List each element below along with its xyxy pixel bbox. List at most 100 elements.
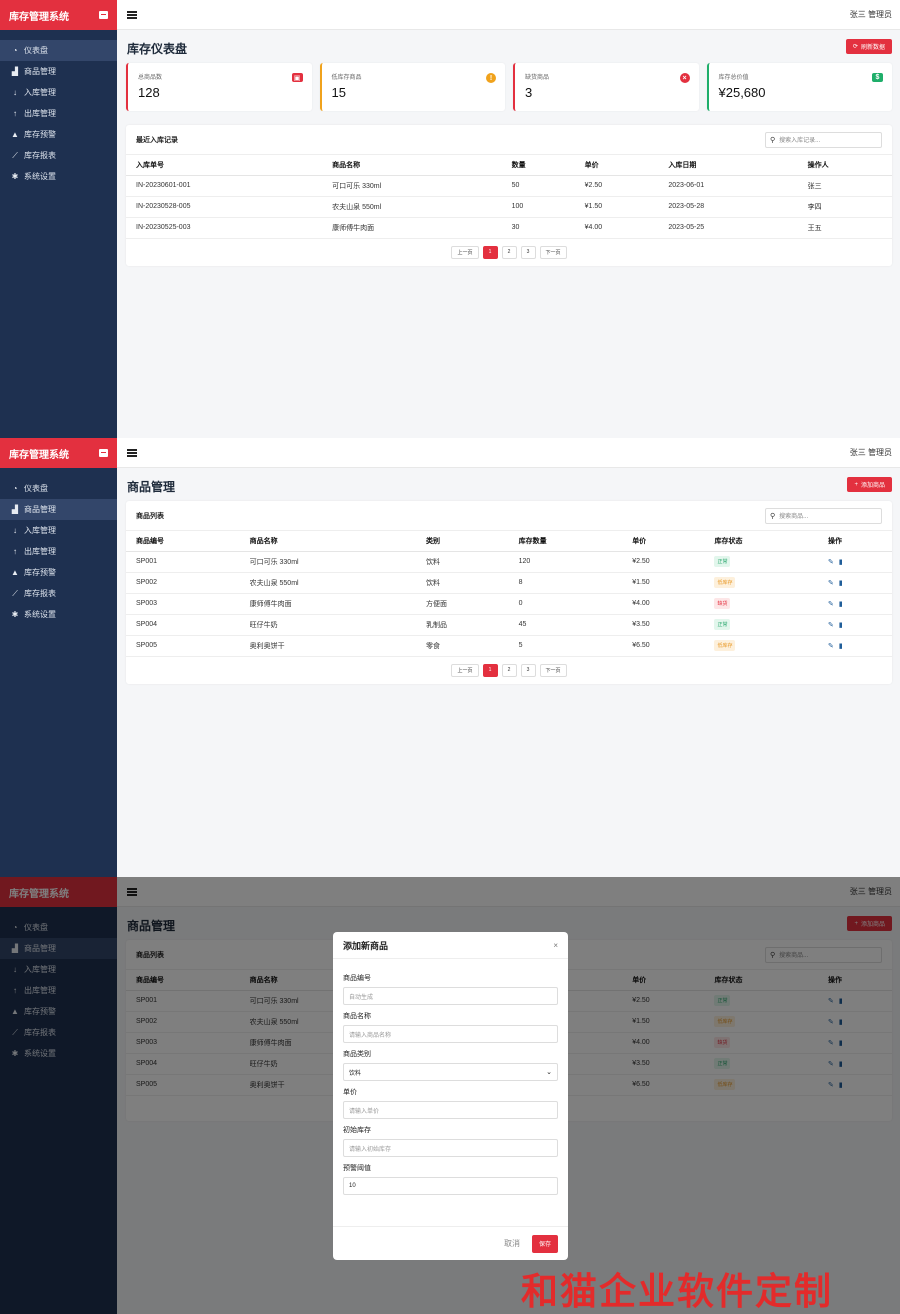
page-button-3[interactable]: 3 xyxy=(520,663,536,677)
edit-icon[interactable]: ✎ xyxy=(828,642,834,650)
brand-title: 库存管理系统 xyxy=(9,449,69,461)
category-select[interactable]: 饮料 ⌄ xyxy=(343,1063,558,1081)
form-input[interactable]: 自动生成 xyxy=(343,987,558,1005)
nav-item-2[interactable]: ↓ 入库管理 xyxy=(0,82,117,103)
window-icon[interactable] xyxy=(99,11,108,19)
refresh-button[interactable]: ⟳ 刷新数据 xyxy=(845,39,892,54)
next-page-button[interactable]: 下一页 xyxy=(539,245,567,259)
nav-item-6[interactable]: ✱ 系统设置 xyxy=(0,166,117,187)
table-row[interactable]: IN-20230525-003 康师傅牛肉面 30 ¥4.00 2023-05-25 王五 xyxy=(126,217,892,239)
dashboard-screen: 库存管理系统 ◔ 仪表盘 ▟ 商品管理 ↓ 入库管理 ↑ 出库管理 ▲ 库存预警 ⟋ 库存报表 ✱ 系统设… xyxy=(0,0,900,438)
user-info[interactable]: 张三 管理员 xyxy=(849,10,892,19)
nav-item-label: 系统设置 xyxy=(24,610,56,619)
edit-icon[interactable]: ✎ xyxy=(828,579,834,587)
user-info[interactable]: 张三 管理员 xyxy=(849,448,892,457)
nav-item-6[interactable]: ✱ 系统设置 xyxy=(0,604,117,625)
modal-title: 添加新商品 xyxy=(343,940,389,951)
menu-toggle-icon[interactable] xyxy=(127,10,137,19)
actions-cell: ✎▮ xyxy=(818,635,892,657)
window-icon[interactable] xyxy=(99,449,108,457)
trash-icon[interactable]: ▮ xyxy=(838,642,843,650)
table-cell: ¥4.00 xyxy=(574,217,659,239)
nav-item-label: 系统设置 xyxy=(24,172,56,181)
nav-item-label: 库存预警 xyxy=(24,568,56,577)
trash-icon[interactable]: ▮ xyxy=(838,621,843,629)
table-cell: ¥1.50 xyxy=(622,572,705,594)
trash-icon[interactable]: ▮ xyxy=(838,579,843,587)
form-input[interactable]: 10 xyxy=(343,1177,558,1195)
column-header: 入库单号 xyxy=(126,155,323,176)
nav-item-4[interactable]: ▲ 库存预警 xyxy=(0,124,117,145)
dashboard-icon: ◔ xyxy=(12,46,18,55)
table-cell: ¥3.50 xyxy=(622,614,705,636)
close-icon[interactable]: × xyxy=(553,940,558,950)
column-header: 库存状态 xyxy=(704,531,819,552)
modal-form: 商品编号 自动生成 商品名称 请输入商品名称 商品类别 饮料 ⌄ 单价 请输入单价 初始库存 请输入… xyxy=(333,959,568,1195)
table-cell: 饮料 xyxy=(415,551,509,573)
table-cell: 旺仔牛奶 xyxy=(239,614,416,636)
sidebar: 库存管理系统 ◔ 仪表盘 ▟ 商品管理 ↓ 入库管理 ↑ 出库管理 ▲ 库存预警 ⟋ 库存报表 ✱ 系统设… xyxy=(0,0,117,438)
edit-icon[interactable]: ✎ xyxy=(828,558,834,566)
table-cell: 张三 xyxy=(797,175,892,197)
edit-icon[interactable]: ✎ xyxy=(828,621,834,629)
nav-item-5[interactable]: ⟋ 库存报表 xyxy=(0,583,117,604)
arrow-down-icon: ↓ xyxy=(13,526,17,535)
dashboard-icon: ◔ xyxy=(12,484,18,493)
form-input[interactable]: 请输入商品名称 xyxy=(343,1025,558,1043)
page-button-1[interactable]: 1 xyxy=(482,663,498,677)
trash-icon[interactable]: ▮ xyxy=(838,600,843,608)
page-button-1[interactable]: 1 xyxy=(482,245,498,259)
page-button-2[interactable]: 2 xyxy=(501,663,517,677)
prev-page-button[interactable]: 上一页 xyxy=(451,663,479,677)
form-input[interactable]: 请输入初始库存 xyxy=(343,1139,558,1157)
nav-item-3[interactable]: ↑ 出库管理 xyxy=(0,103,117,124)
save-button[interactable]: 保存 xyxy=(531,1234,558,1253)
table-row[interactable]: IN-20230601-001 可口可乐 330ml 50 ¥2.50 2023-06-… xyxy=(126,175,892,197)
add-product-button[interactable]: +添加商品 xyxy=(847,477,892,492)
stat-card: 缺货商品 3 × xyxy=(513,63,699,111)
form-input[interactable]: 请输入单价 xyxy=(343,1101,558,1119)
page-button-3[interactable]: 3 xyxy=(520,245,536,259)
table-cell: 8 xyxy=(508,572,623,594)
stat-value: 15 xyxy=(331,85,346,100)
nav-item-0[interactable]: ◔ 仪表盘 xyxy=(0,40,117,61)
prev-page-button[interactable]: 上一页 xyxy=(451,245,479,259)
menu-toggle-icon[interactable] xyxy=(127,448,137,457)
table-cell: 0 xyxy=(508,593,623,615)
nav-item-4[interactable]: ▲ 库存预警 xyxy=(0,562,117,583)
column-header: 商品名称 xyxy=(322,155,502,176)
plus-icon: + xyxy=(854,481,858,488)
next-page-button[interactable]: 下一页 xyxy=(539,663,567,677)
nav-item-3[interactable]: ↑ 出库管理 xyxy=(0,541,117,562)
nav-item-1[interactable]: ▟ 商品管理 xyxy=(0,499,117,520)
main-content: 库存仪表盘 ⟳ 刷新数据 总商品数 128 ▣ 低库存商品 15! 缺货商品 3 × 库存总价值 ¥… xyxy=(117,30,900,438)
records-table: 入库单号 商品名称 数量 单价 入库日期 操作人 IN-20230601-001 可口可乐 … xyxy=(126,155,892,239)
trash-icon[interactable]: ▮ xyxy=(838,558,843,566)
table-cell: SP005 xyxy=(126,635,240,657)
column-header: 类别 xyxy=(415,531,509,552)
nav-item-2[interactable]: ↓ 入库管理 xyxy=(0,520,117,541)
page-title: 商品管理 xyxy=(127,480,176,494)
nav-item-5[interactable]: ⟋ 库存报表 xyxy=(0,145,117,166)
field-value: 10 xyxy=(349,1183,356,1189)
stat-label: 缺货商品 xyxy=(525,75,550,81)
nav-item-1[interactable]: ▟ 商品管理 xyxy=(0,61,117,82)
nav-item-label: 商品管理 xyxy=(24,505,56,514)
page-button-2[interactable]: 2 xyxy=(501,245,517,259)
table-row[interactable]: IN-20230528-005 农夫山泉 550ml 100 ¥1.50 2023-05… xyxy=(126,196,892,218)
search-placeholder: 搜索商品... xyxy=(779,514,809,520)
modal-footer: 取消 保存 xyxy=(333,1226,568,1260)
records-search-input[interactable]: ⚲ 搜索入库记录... xyxy=(765,131,882,148)
nav-item-0[interactable]: ◔ 仪表盘 xyxy=(0,478,117,499)
cancel-button[interactable]: 取消 xyxy=(503,1239,520,1248)
field-label: 预警阈值 xyxy=(343,1165,371,1172)
product-search-input[interactable]: ⚲搜索商品... xyxy=(765,507,882,524)
table-cell: 50 xyxy=(501,175,575,197)
card-header: 最近入库记录 ⚲ 搜索入库记录... xyxy=(126,125,892,155)
edit-icon[interactable]: ✎ xyxy=(828,600,834,608)
